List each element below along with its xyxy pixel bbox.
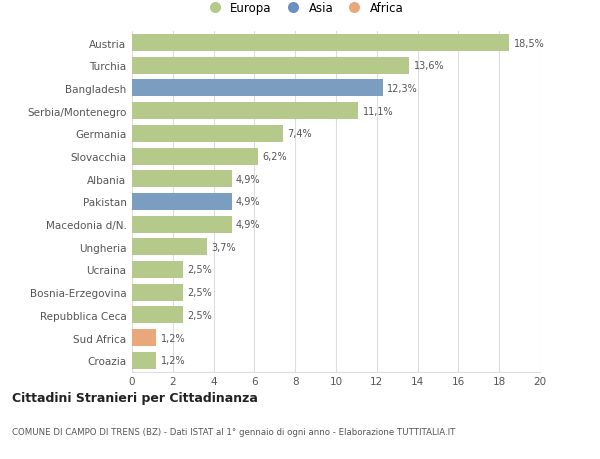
Bar — [132, 284, 183, 301]
Bar — [132, 57, 409, 74]
Legend: Europa, Asia, Africa: Europa, Asia, Africa — [199, 0, 408, 19]
Text: 4,9%: 4,9% — [236, 174, 260, 185]
Text: 1,2%: 1,2% — [161, 333, 185, 343]
Text: Cittadini Stranieri per Cittadinanza: Cittadini Stranieri per Cittadinanza — [12, 392, 258, 405]
Text: 18,5%: 18,5% — [514, 39, 544, 49]
Text: 13,6%: 13,6% — [413, 61, 444, 71]
Text: 3,7%: 3,7% — [212, 242, 236, 252]
Text: 7,4%: 7,4% — [287, 129, 311, 139]
Bar — [132, 171, 232, 188]
Bar — [132, 103, 358, 120]
Bar — [132, 194, 232, 210]
Bar — [132, 35, 509, 52]
Bar — [132, 148, 259, 165]
Bar — [132, 80, 383, 97]
Bar — [132, 330, 157, 346]
Text: COMUNE DI CAMPO DI TRENS (BZ) - Dati ISTAT al 1° gennaio di ogni anno - Elaboraz: COMUNE DI CAMPO DI TRENS (BZ) - Dati IST… — [12, 427, 455, 436]
Text: 12,3%: 12,3% — [387, 84, 418, 94]
Bar — [132, 352, 157, 369]
Text: 2,5%: 2,5% — [187, 310, 212, 320]
Bar — [132, 216, 232, 233]
Text: 11,1%: 11,1% — [362, 106, 393, 117]
Bar — [132, 125, 283, 142]
Text: 2,5%: 2,5% — [187, 265, 212, 275]
Text: 6,2%: 6,2% — [263, 151, 287, 162]
Text: 1,2%: 1,2% — [161, 355, 185, 365]
Text: 2,5%: 2,5% — [187, 287, 212, 297]
Bar — [132, 239, 208, 256]
Bar — [132, 307, 183, 324]
Bar — [132, 261, 183, 278]
Text: 4,9%: 4,9% — [236, 219, 260, 230]
Text: 4,9%: 4,9% — [236, 197, 260, 207]
